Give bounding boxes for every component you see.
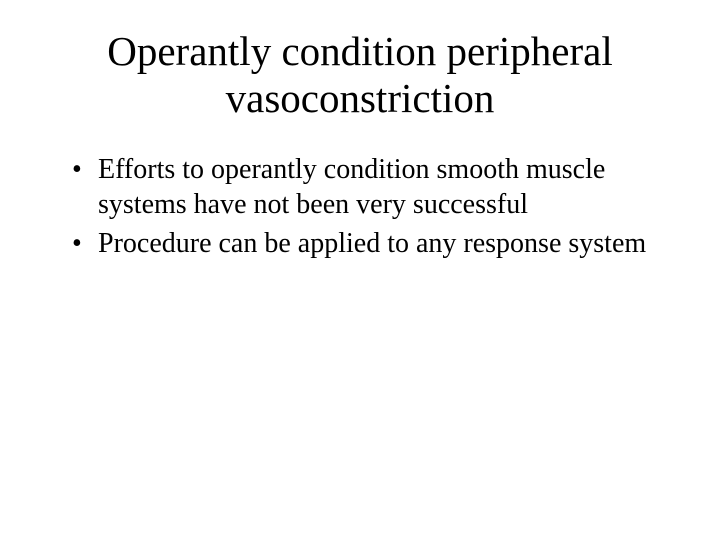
slide-title: Operantly condition peripheral vasoconst…	[60, 28, 660, 122]
list-item: Efforts to operantly condition smooth mu…	[68, 152, 660, 222]
slide-container: Operantly condition peripheral vasoconst…	[0, 0, 720, 540]
bullet-list: Efforts to operantly condition smooth mu…	[60, 152, 660, 261]
list-item: Procedure can be applied to any response…	[68, 226, 660, 261]
